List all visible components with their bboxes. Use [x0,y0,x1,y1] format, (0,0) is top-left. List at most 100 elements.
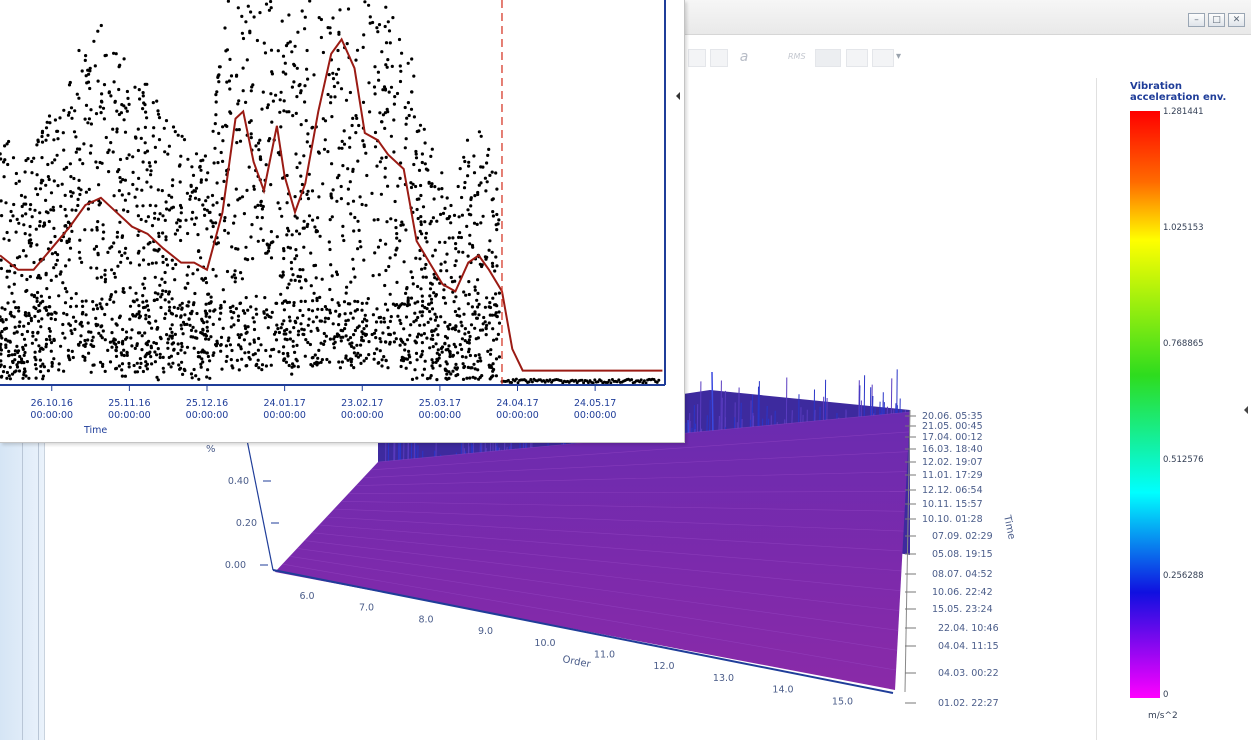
scatter-point [88,66,92,70]
scatter-point [229,111,233,115]
crosshair-icon[interactable] [872,49,894,67]
scatter-point [399,161,403,165]
dropdown-arrow-icon[interactable]: ▾ [896,51,902,62]
scatter-point [374,328,378,332]
maximize-button[interactable]: □ [1208,13,1225,27]
scatter-point [39,325,43,329]
scatter-point [401,340,405,344]
minimize-button[interactable]: – [1188,13,1205,27]
scatter-point [248,342,252,346]
scatter-point [47,114,52,118]
scatter-point [477,130,481,134]
scatter-point [206,368,210,372]
scatter-point [413,301,417,305]
scatter-point [202,333,206,337]
scatter-point [338,366,342,370]
scatter-point [372,357,376,361]
scatter-point [239,345,243,349]
scatter-point [103,312,107,317]
scatter-point [208,359,212,363]
scatter-point [69,329,73,333]
scatter-point [443,342,447,346]
scatter-point [391,16,395,20]
scatter-point [332,84,336,89]
scatter-point [457,307,461,311]
scatter-point [70,331,74,336]
scatter-point [458,167,462,171]
scatter-point [420,152,424,156]
scatter-point [382,316,386,320]
scatter-point [284,44,289,48]
close-button[interactable]: ✕ [1228,13,1245,27]
scatter-point [119,260,123,264]
italic-a-icon[interactable]: a [739,49,749,65]
scatter-point [172,305,176,309]
scatter-point [467,164,471,168]
scatter-point [139,361,143,365]
legend-value: 1.025153 [1163,223,1204,233]
scatter-point [8,219,13,223]
scatter-point [187,317,191,321]
scatter-point [268,354,272,358]
scatter-point [33,350,37,354]
scatter-point [8,339,12,343]
line-icon[interactable] [815,49,841,67]
scatter-point [376,218,380,222]
scatter-point [256,203,260,207]
scatter-point [260,363,265,367]
scatter-point [109,141,113,145]
scatter-point [494,357,499,361]
scatter-point [264,348,268,353]
scatter-point [383,24,387,29]
scatter-point [169,365,173,369]
scatter-point [25,277,29,282]
time-tick-label: 10.06. 22:42 [932,587,993,598]
rms-icon[interactable]: RMS [788,52,806,61]
scatter-point [234,187,238,191]
scatter-point [149,173,153,177]
scatter-point [296,333,300,337]
scatter-point [163,316,167,320]
grid-icon[interactable] [846,49,868,67]
scatter-point [252,184,256,188]
scatter-point [445,252,449,256]
scatter-point [241,36,246,41]
scatter-point [151,134,155,138]
scatter-point [394,218,398,222]
scatter-point [437,356,441,360]
scatter-point [105,302,109,306]
scatter-point [179,348,183,352]
scatter-point [183,313,187,317]
table-icon[interactable] [710,49,728,67]
collapse-arrow-icon[interactable] [676,92,680,100]
scatter-point [199,256,203,260]
scatter-point [259,203,263,207]
scatter-point [349,363,353,367]
scatter-point [270,348,274,352]
scatter-point [121,327,125,332]
scatter-point [87,117,91,121]
scatter-point [420,294,424,298]
list-icon[interactable] [688,49,706,67]
scatter-point [6,162,10,167]
expand-arrow-icon[interactable] [1244,406,1248,414]
scatter-point [120,193,124,197]
scatter-point [361,100,366,104]
scatter-point [70,116,74,120]
scatter-point [440,187,444,191]
scatter-point [173,130,177,134]
scatter-point [413,311,417,315]
scatter-point [313,353,317,357]
scatter-point [29,203,33,207]
time-tick-label: 07.09. 02:29 [932,531,993,542]
scatter-point [49,191,54,195]
scatter-point [18,354,22,359]
scatter-point [292,80,296,84]
scatter-point [448,214,452,219]
scatter-point [147,315,151,319]
scatter-point [368,21,372,25]
scatter-point [349,280,353,284]
scatter-point [120,353,124,357]
scatter-point [126,209,130,214]
scatter-point [335,334,339,338]
